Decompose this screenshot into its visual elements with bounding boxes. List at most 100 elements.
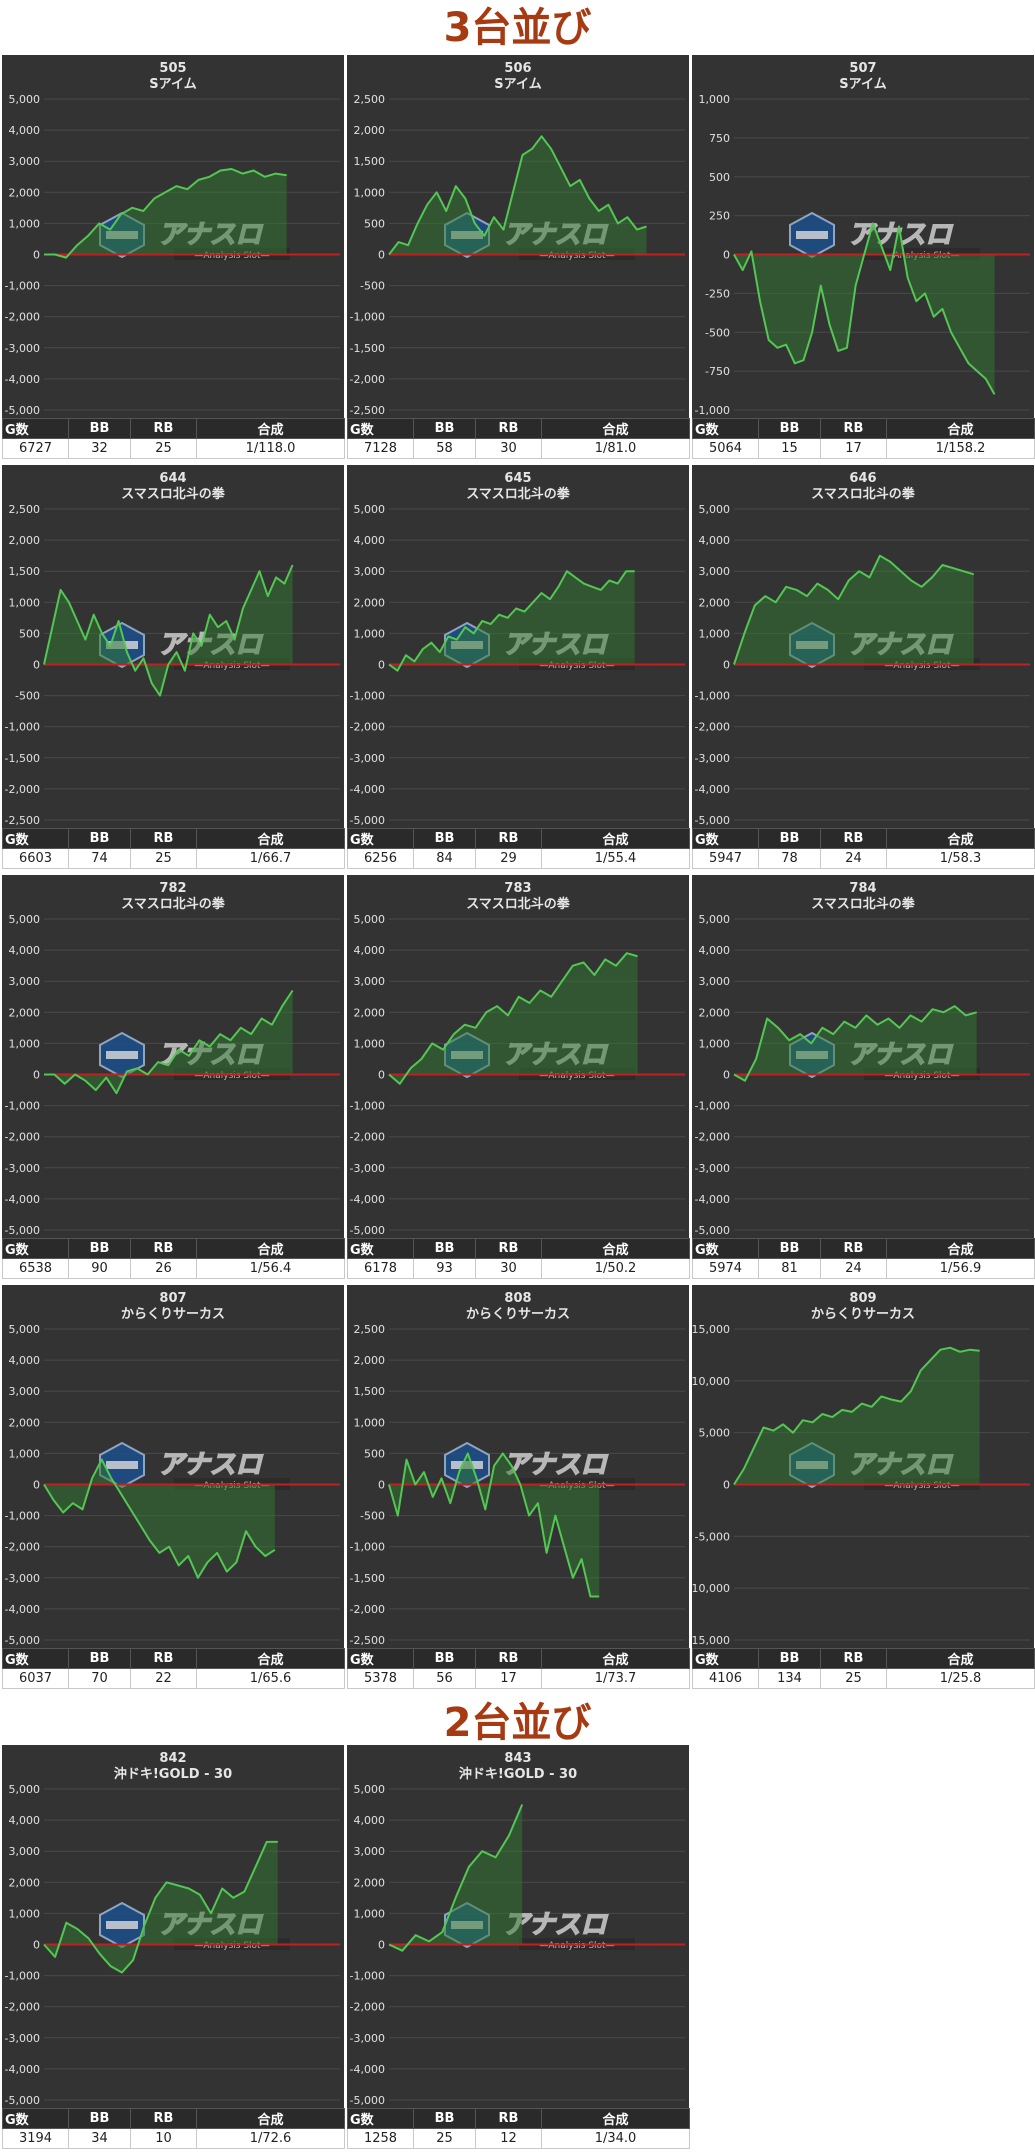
watermark-sub: —Analysis Slot— <box>884 1071 959 1081</box>
machine-number: 808 <box>504 1291 531 1306</box>
y-tick-label: -4,000 <box>350 1193 385 1206</box>
watermark-logo-bar <box>106 1051 138 1059</box>
stats-g-value: 6603 <box>2 848 69 869</box>
y-tick-label: 2,000 <box>354 596 386 609</box>
y-tick-label: 0 <box>723 1069 730 1082</box>
series-line <box>44 989 294 1095</box>
stats-g-value: 6037 <box>2 1668 69 1689</box>
watermark-logo-bar <box>106 1461 138 1469</box>
stats-table: G数 BB RB 合成 1258 25 12 1/34.0 <box>347 2108 690 2149</box>
y-tick-label: 2,000 <box>699 1006 731 1019</box>
y-tick-label: -1,000 <box>350 1100 385 1113</box>
stats-table: G数 BB RB 合成 6727 32 25 1/118.0 <box>2 418 345 459</box>
stats-rb-value: 25 <box>820 1668 887 1689</box>
machine-number: 809 <box>849 1291 876 1306</box>
y-tick-label: 1,500 <box>354 155 386 168</box>
y-tick-label: -2,500 <box>350 404 385 417</box>
machine-model: からくりサーカス <box>811 1307 915 1322</box>
section-title-3-machines: 3台並び <box>443 5 592 51</box>
y-tick-label: 3,000 <box>9 1845 41 1858</box>
y-tick-label: 3,000 <box>354 975 386 988</box>
y-tick-label: -1,500 <box>350 1572 385 1585</box>
stats-g-value: 5378 <box>347 1668 414 1689</box>
stats-header-g: G数 <box>692 418 759 439</box>
y-tick-label: -2,000 <box>350 373 385 386</box>
series-line <box>388 1452 600 1598</box>
y-tick-label: 0 <box>33 1069 40 1082</box>
machine-chart-card: 645 スマスロ北斗の拳 5,000 4,000 3,000 2,000 1,000 0 -1,… <box>347 465 690 869</box>
y-tick-label: -1,000 <box>5 280 40 293</box>
y-tick-label: -5,000 <box>350 1224 385 1237</box>
stats-bb-value: 74 <box>68 848 131 869</box>
y-tick-label: -4,000 <box>350 2063 385 2076</box>
y-tick-label: 500 <box>364 217 385 230</box>
y-tick-label: 500 <box>19 627 40 640</box>
stats-header-combined: 合成 <box>886 828 1035 849</box>
stats-g-value: 3194 <box>2 2128 69 2149</box>
stats-table: G数 BB RB 合成 6178 93 30 1/50.2 <box>347 1238 690 1279</box>
stats-table: G数 BB RB 合成 7128 58 30 1/81.0 <box>347 418 690 459</box>
stats-rb-value: 25 <box>130 438 197 459</box>
stats-bb-value: 134 <box>758 1668 821 1689</box>
series-line <box>388 952 638 1085</box>
stats-header-g: G数 <box>2 828 69 849</box>
series-area <box>389 1804 523 1951</box>
y-tick-label: -3,000 <box>695 752 730 765</box>
series-line <box>388 1804 524 1952</box>
section-title-2-machines: 2台並び <box>443 1700 592 1746</box>
y-tick-label: -1,500 <box>350 342 385 355</box>
stats-g-value: 5974 <box>692 1258 759 1279</box>
y-tick-label: -2,500 <box>5 814 40 827</box>
machine-number: 507 <box>849 61 876 76</box>
stats-header-combined: 合成 <box>541 418 690 439</box>
y-tick-label: 5,000 <box>699 503 731 516</box>
y-tick-label: -5,000 <box>350 2094 385 2107</box>
series-area <box>44 169 287 258</box>
stats-header-combined: 合成 <box>196 1238 345 1259</box>
machine-chart-card: 507 Sアイム 1,000 750 500 250 0 -250 -500 -750 -1,000… <box>692 55 1035 459</box>
y-tick-label: -2,000 <box>350 2001 385 2014</box>
y-tick-label: -2,000 <box>5 2001 40 2014</box>
stats-bb-value: 81 <box>758 1258 821 1279</box>
y-tick-label: 2,000 <box>9 186 41 199</box>
series-line <box>43 1840 278 1974</box>
watermark-sub: —Analysis Slot— <box>194 1941 269 1951</box>
stats-combined-value: 1/34.0 <box>541 2128 690 2149</box>
stats-table: G数 BB RB 合成 4106 134 25 1/25.8 <box>692 1648 1035 1689</box>
stats-header-rb: RB <box>475 1648 542 1669</box>
y-tick-label: -3,000 <box>5 1572 40 1585</box>
stats-bb-value: 34 <box>68 2128 131 2149</box>
stats-header-g: G数 <box>347 418 414 439</box>
machine-model: スマスロ北斗の拳 <box>811 486 916 502</box>
watermark-sub: —Analysis Slot— <box>539 251 614 261</box>
y-tick-label: -2,000 <box>695 721 730 734</box>
y-tick-label: 1,500 <box>9 565 41 578</box>
y-tick-label: -3,000 <box>350 1162 385 1175</box>
chart-grid-2-machines: 842 沖ドキ!GOLD - 30 5,000 4,000 3,000 2,000 1,00… <box>2 1745 1034 2149</box>
y-tick-label: 1,000 <box>699 1037 731 1050</box>
series-line <box>43 1458 276 1579</box>
stats-header-combined: 合成 <box>196 1648 345 1669</box>
stats-header-bb: BB <box>758 418 821 439</box>
series-line <box>733 222 996 395</box>
machine-number: 783 <box>504 881 531 896</box>
y-tick-label: 4,000 <box>354 534 386 547</box>
stats-combined-value: 1/81.0 <box>541 438 690 459</box>
y-tick-label: 1,000 <box>9 1447 41 1460</box>
series-line <box>733 1346 980 1486</box>
y-tick-label: -5,000 <box>5 2094 40 2107</box>
stats-combined-value: 1/56.4 <box>196 1258 345 1279</box>
stats-header-g: G数 <box>347 2108 414 2129</box>
y-tick-label: 5,000 <box>9 93 41 106</box>
stats-header-g: G数 <box>347 1238 414 1259</box>
stats-rb-value: 30 <box>475 1258 542 1279</box>
y-tick-label: -4,000 <box>5 2063 40 2076</box>
y-tick-label: 1,500 <box>354 1385 386 1398</box>
y-tick-label: 2,000 <box>9 1006 41 1019</box>
y-tick-label: 2,500 <box>354 1323 386 1336</box>
stats-header-rb: RB <box>130 418 197 439</box>
y-tick-label: 0 <box>723 659 730 672</box>
machine-number: 782 <box>159 881 186 896</box>
y-tick-label: 10,000 <box>692 1375 730 1388</box>
